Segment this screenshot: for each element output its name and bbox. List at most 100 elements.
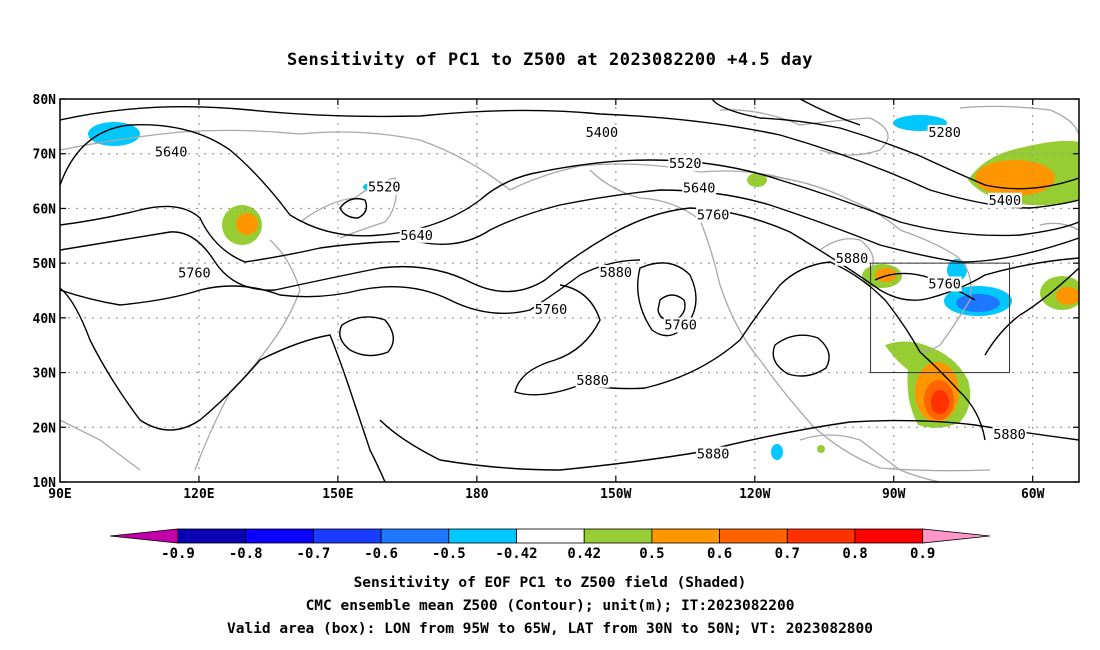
contour-label: 5760 xyxy=(664,318,697,334)
colorbar-box xyxy=(786,528,856,544)
colorbar-box xyxy=(448,528,517,544)
contour-label: 5520 xyxy=(368,180,401,196)
contour-label-bg xyxy=(668,156,703,172)
shade-negative-patch xyxy=(956,294,1000,312)
contour-label: 5880 xyxy=(697,447,730,463)
contour-label-bg xyxy=(154,144,189,160)
colorbar-box xyxy=(583,528,653,544)
contour-label-bg xyxy=(584,124,619,140)
contour-label: 5520 xyxy=(669,156,702,172)
contour-label-bg xyxy=(367,179,402,195)
colorbar-label: -0.8 xyxy=(229,546,263,562)
contour-label: 5400 xyxy=(989,193,1022,209)
colorbar-box xyxy=(516,528,585,544)
lat-tick-label: 10N xyxy=(33,476,57,491)
colorbar-label: 0.6 xyxy=(707,546,732,562)
contour-label-bg xyxy=(598,264,633,280)
contour-labels: 5400 5280 5640 5520 5520 5640 5400 5760 5640 5760… xyxy=(154,124,1027,463)
contour-label-bg xyxy=(835,250,870,266)
contour-label: 5760 xyxy=(178,266,211,282)
lat-tick-label: 70N xyxy=(33,148,57,163)
contour-label: 5760 xyxy=(697,208,730,224)
contour-label: 5640 xyxy=(400,228,433,244)
contour-label-bg xyxy=(177,265,212,281)
shade-positive-patch xyxy=(236,213,258,235)
colorbar-label: 0.42 xyxy=(567,546,601,562)
colorbar-triangle-high xyxy=(922,528,991,544)
contour-label: 5760 xyxy=(928,276,961,292)
contour-label: 5640 xyxy=(683,181,716,197)
lon-tick-label: 150E xyxy=(322,487,353,502)
colorbar-label: 0.9 xyxy=(910,546,935,562)
colorbar-label: -0.5 xyxy=(432,546,466,562)
contour-label-bg xyxy=(533,302,568,318)
contour-label: 5880 xyxy=(836,251,869,267)
lat-tick-label: 80N xyxy=(33,93,57,108)
shade-negative-patch xyxy=(88,122,140,146)
contour-label-bg xyxy=(927,276,962,292)
lat-tick-label: 20N xyxy=(33,421,57,436)
shade-positive-patch xyxy=(817,445,825,453)
lat-tick-label: 50N xyxy=(33,257,57,272)
colorbar-label: -0.6 xyxy=(364,546,398,562)
chart-title: Sensitivity of PC1 to Z500 at 2023082200… xyxy=(286,50,813,70)
lat-tick-label: 40N xyxy=(33,312,57,327)
colorbar: -0.9 -0.8 -0.7 -0.6 -0.5 -0.42 0.42 0.5 0.6 0.7 0.… xyxy=(109,528,991,562)
map-area xyxy=(60,99,1079,482)
shade-negative-patch xyxy=(947,259,967,281)
valid-area-box xyxy=(870,262,1011,374)
z500-contours xyxy=(60,99,1079,482)
colorbar-triangle-low xyxy=(109,528,179,544)
shade-positive-patch xyxy=(875,268,897,282)
contour-label-bg xyxy=(987,192,1022,208)
contour-label-bg xyxy=(992,426,1027,442)
sensitivity-shading xyxy=(88,115,1079,460)
colorbar-box xyxy=(177,528,247,544)
contour-label: 5880 xyxy=(600,265,633,281)
lon-tick-label: 180 xyxy=(465,487,489,502)
shade-positive-patch xyxy=(1056,287,1079,305)
colorbar-label: 0.5 xyxy=(639,546,664,562)
colorbar-box xyxy=(312,528,382,544)
shade-positive-patch xyxy=(931,390,949,414)
map-frame xyxy=(59,98,1080,483)
shade-negative-patch xyxy=(771,444,783,460)
caption-valid-area: Valid area (box): LON from 95W to 65W, L… xyxy=(226,621,873,637)
contour-label-bg xyxy=(575,372,610,388)
lon-tick-label: 150W xyxy=(600,487,631,502)
map-figure: 5400 5280 5640 5520 5520 5640 5400 5760 5640 5760… xyxy=(33,93,1080,562)
lon-tick-label: 90E xyxy=(48,487,71,502)
contour-label: 5400 xyxy=(586,125,619,141)
contour-label-bg xyxy=(399,227,434,243)
caption-shading: Sensitivity of EOF PC1 to Z500 field (Sh… xyxy=(353,575,747,591)
contour-label-bg xyxy=(927,124,962,140)
contour-label: 5280 xyxy=(928,125,961,141)
colorbar-label: 0.7 xyxy=(775,546,800,562)
colorbar-label: -0.7 xyxy=(297,546,331,562)
colorbar-box xyxy=(854,528,924,544)
colorbar-box xyxy=(245,528,314,544)
colorbar-box xyxy=(380,528,450,544)
colorbar-label: 0.8 xyxy=(842,546,867,562)
contour-label-bg xyxy=(696,207,731,223)
colorbar-box xyxy=(719,528,788,544)
shade-positive-patch xyxy=(975,160,1055,196)
contour-label: 5760 xyxy=(535,302,568,318)
colorbar-label: -0.42 xyxy=(495,546,537,562)
lon-tick-label: 60W xyxy=(1021,487,1045,502)
lon-tick-label: 120E xyxy=(183,487,214,502)
colorbar-label: -0.9 xyxy=(161,546,195,562)
lon-tick-label: 120W xyxy=(739,487,770,502)
shade-positive-patch xyxy=(747,173,767,187)
contour-label-bg xyxy=(682,180,717,196)
lon-tick-label: 90W xyxy=(882,487,906,502)
contour-label-bg xyxy=(696,446,731,462)
lat-tick-label: 60N xyxy=(33,202,57,217)
contour-label-bg xyxy=(663,317,698,333)
contour-label: 5880 xyxy=(993,427,1026,443)
colorbar-box xyxy=(651,528,721,544)
lat-tick-label: 30N xyxy=(33,367,57,382)
contour-label: 5880 xyxy=(576,373,609,389)
contour-label: 5640 xyxy=(155,145,188,161)
